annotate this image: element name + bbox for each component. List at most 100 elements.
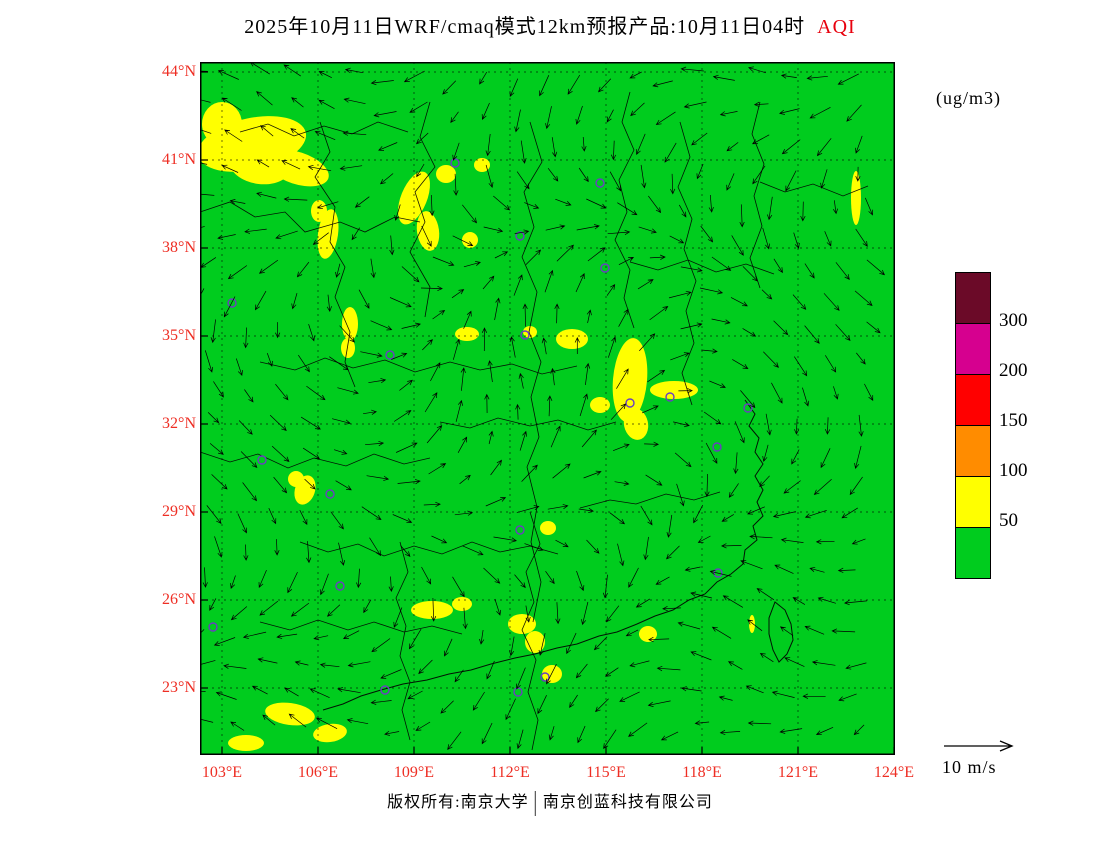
city-marker bbox=[335, 581, 345, 591]
title-pollutant: AQI bbox=[817, 16, 856, 38]
boundary-line bbox=[579, 491, 721, 509]
yellow-patch bbox=[523, 326, 537, 338]
yellow-patch bbox=[288, 471, 304, 487]
lat-tick-label: 29°N bbox=[162, 503, 196, 520]
colorbar-segment bbox=[955, 527, 991, 579]
lat-tick-label: 38°N bbox=[162, 239, 196, 256]
yellow-patch bbox=[398, 171, 430, 225]
city-marker bbox=[325, 489, 335, 499]
yellow-patch bbox=[455, 327, 479, 341]
lon-tick-label: 106°E bbox=[297, 764, 339, 781]
lon-tick-label: 109°E bbox=[393, 764, 435, 781]
yellow-patch bbox=[508, 614, 536, 634]
lat-tick-label: 32°N bbox=[162, 415, 196, 432]
colorbar-label: 100 bbox=[999, 460, 1028, 481]
colorbar-segment bbox=[955, 425, 991, 477]
wind-scale-label: 10 m/s bbox=[942, 757, 997, 777]
colorbar-label: 150 bbox=[999, 410, 1028, 431]
boundary-line bbox=[239, 121, 409, 137]
yellow-patch bbox=[612, 338, 648, 422]
wind-arrows bbox=[200, 62, 886, 751]
boundary-line bbox=[749, 101, 765, 289]
coastline bbox=[322, 399, 764, 711]
yellow-patch bbox=[623, 408, 649, 440]
city-marker bbox=[515, 525, 525, 535]
yellow-patch bbox=[436, 165, 456, 183]
yellow-patch bbox=[311, 200, 327, 222]
title-main: 2025年10月11日WRF/cmaq模式12km预报产品:10月11日04时 bbox=[244, 16, 806, 38]
boundary-line bbox=[439, 417, 617, 431]
colorbar-segment bbox=[955, 323, 991, 375]
boundary-line bbox=[314, 121, 356, 388]
city-marker bbox=[665, 392, 675, 402]
yellow-patch bbox=[416, 211, 440, 251]
copyright-text: 版权所有:南京大学 | 南京创蓝科技有限公司 bbox=[0, 788, 1100, 817]
city-marker bbox=[385, 350, 395, 360]
yellow-patch bbox=[411, 601, 453, 619]
page-title: 2025年10月11日WRF/cmaq模式12km预报产品:10月11日04时 A… bbox=[0, 10, 1100, 39]
lon-tick-label: 103°E bbox=[201, 764, 243, 781]
colorbar bbox=[955, 272, 991, 579]
yellow-patch bbox=[556, 329, 588, 349]
gridlines bbox=[200, 62, 895, 755]
lat-tick-label: 41°N bbox=[162, 151, 196, 168]
wind-scale: 10 m/s bbox=[942, 738, 1032, 778]
lat-tick-label: 26°N bbox=[162, 591, 196, 608]
city-marker bbox=[515, 231, 525, 241]
colorbar-segment bbox=[955, 476, 991, 528]
city-marker bbox=[595, 178, 605, 188]
yellow-patch bbox=[590, 397, 610, 413]
map-border bbox=[200, 62, 895, 755]
city-marker bbox=[450, 158, 460, 168]
units-label: (ug/m3) bbox=[936, 88, 1001, 108]
lon-tick-label: 124°E bbox=[873, 764, 915, 781]
boundary-line bbox=[521, 511, 541, 751]
wind-scale-arrow-icon bbox=[944, 740, 1014, 752]
copyright-left: 版权所有:南京大学 bbox=[387, 794, 529, 811]
yellow-patch bbox=[749, 615, 755, 633]
city-marker bbox=[743, 403, 753, 413]
yellow-patch bbox=[313, 723, 347, 743]
city-marker bbox=[540, 672, 550, 682]
lat-tick-label: 44°N bbox=[162, 63, 196, 80]
city-marker bbox=[208, 622, 218, 632]
lon-tick-label: 112°E bbox=[490, 764, 530, 781]
colorbar-label: 200 bbox=[999, 360, 1028, 381]
yellow-patches bbox=[200, 102, 861, 751]
boundary-line bbox=[299, 541, 559, 557]
copyright-right: 南京创蓝科技有限公司 bbox=[542, 794, 713, 811]
boundary-line bbox=[395, 541, 411, 741]
yellow-patch bbox=[474, 158, 490, 172]
city-markers bbox=[208, 158, 753, 697]
boundary-line bbox=[200, 451, 431, 469]
yellow-patch bbox=[452, 597, 472, 611]
boundary-line bbox=[200, 201, 421, 233]
yellow-patch bbox=[462, 232, 478, 248]
city-marker bbox=[380, 685, 390, 695]
lat-tick-label: 23°N bbox=[162, 679, 196, 696]
city-marker bbox=[520, 330, 530, 340]
boundary-line bbox=[677, 121, 697, 406]
city-marker bbox=[625, 398, 635, 408]
colorbar-label: 50 bbox=[999, 510, 1018, 531]
colorbar-segment bbox=[955, 272, 991, 324]
boundary-line bbox=[409, 101, 436, 318]
colorbar-label: 300 bbox=[999, 310, 1028, 331]
city-marker bbox=[712, 442, 722, 452]
lon-tick-label: 121°E bbox=[777, 764, 819, 781]
yellow-patch bbox=[228, 735, 264, 751]
city-marker bbox=[257, 455, 267, 465]
copyright-divider: | bbox=[533, 787, 538, 817]
lon-tick-label: 118°E bbox=[682, 764, 722, 781]
map-svg bbox=[200, 62, 895, 755]
boundary-line bbox=[259, 619, 463, 635]
yellow-patch bbox=[542, 665, 562, 683]
lat-tick-label: 35°N bbox=[162, 327, 196, 344]
boundary-line bbox=[259, 357, 578, 375]
wind-arrow-field bbox=[200, 62, 886, 751]
city-marker bbox=[713, 568, 723, 578]
lon-tick-label: 115°E bbox=[586, 764, 626, 781]
yellow-patch bbox=[851, 171, 861, 225]
city-marker bbox=[600, 263, 610, 273]
